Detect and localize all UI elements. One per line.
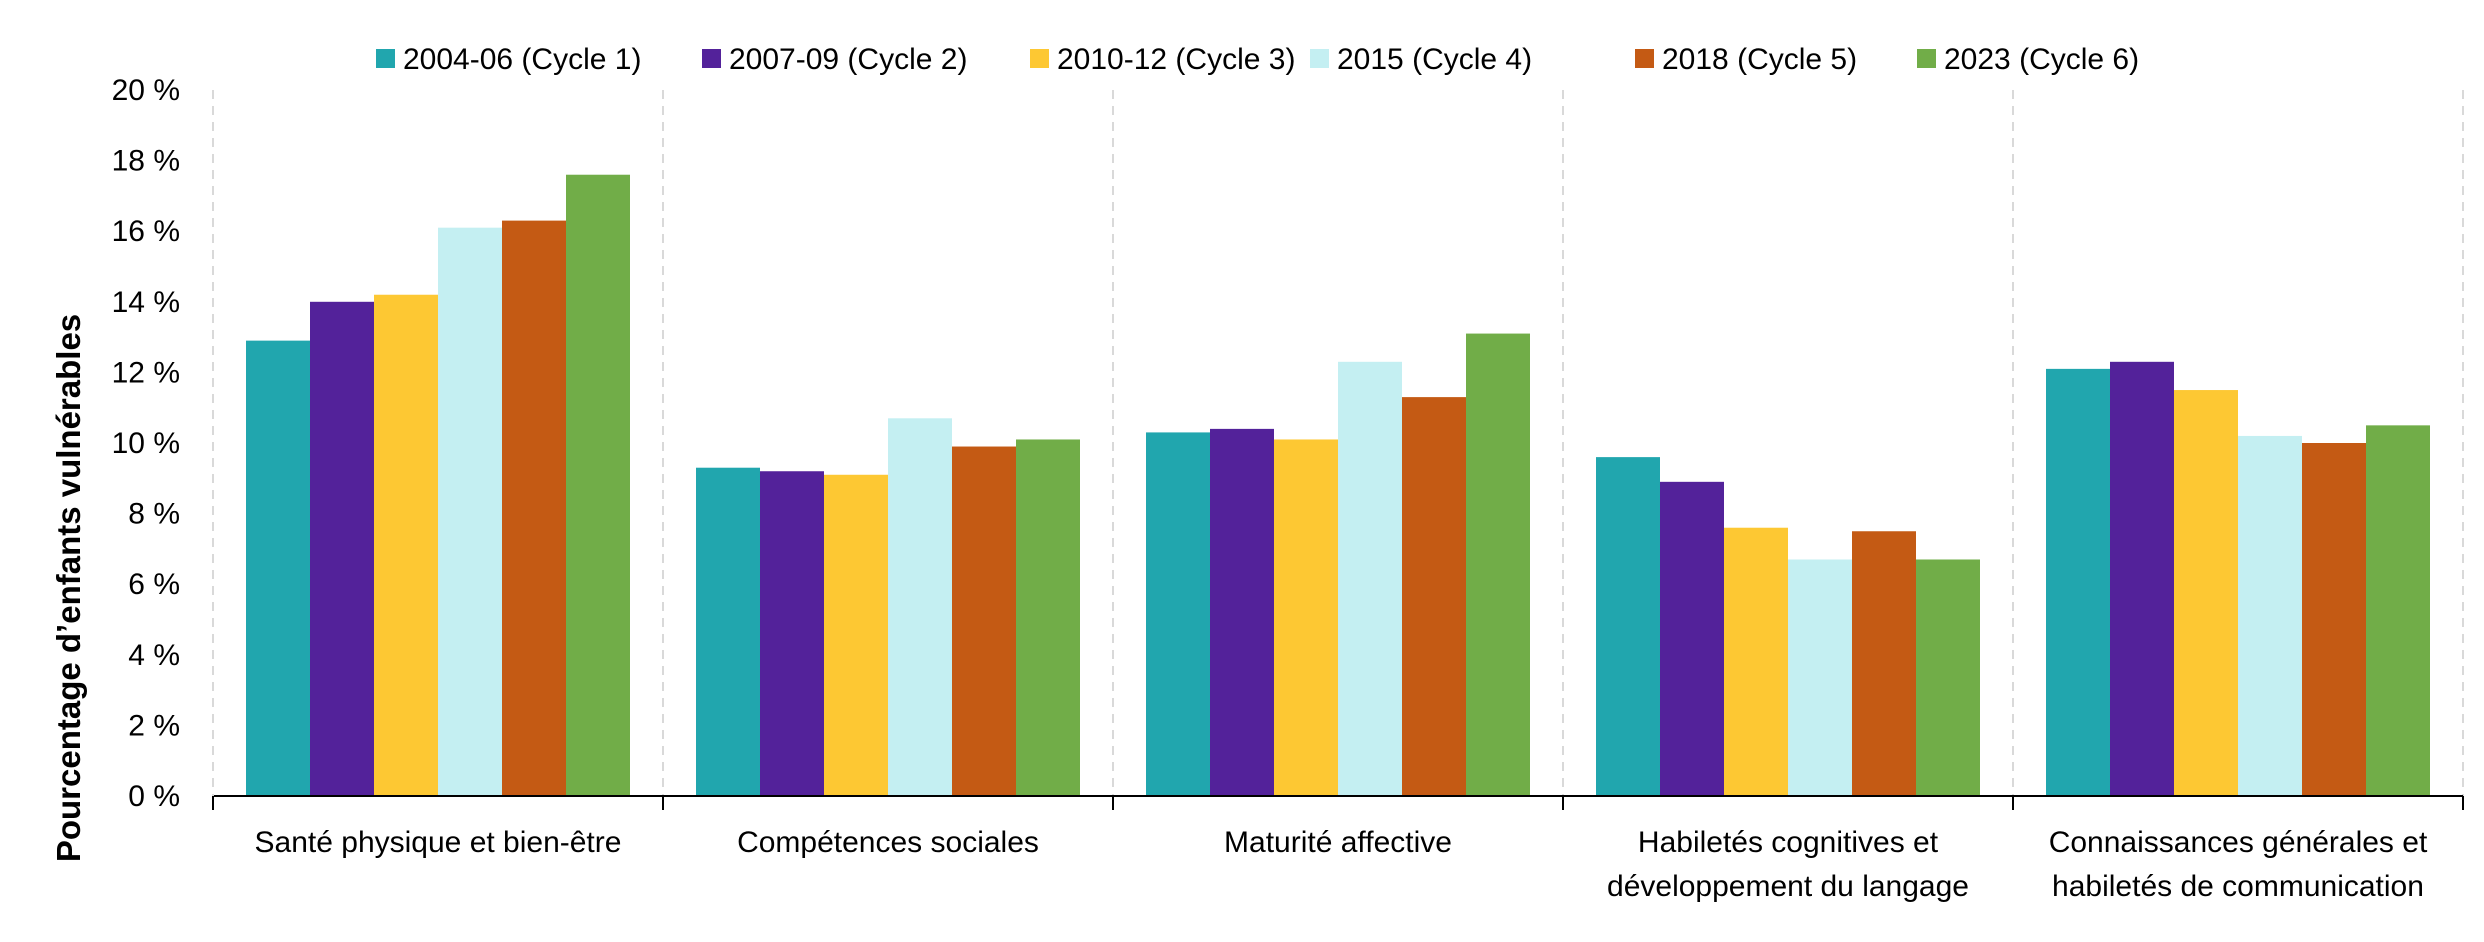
category-label: Santé physique et bien-être [255,826,622,859]
y-tick-label: 12 % [112,356,180,389]
legend-swatch [1310,49,1329,68]
bar [2366,425,2430,796]
legend-swatch [376,49,395,68]
bar [1916,559,1980,796]
y-tick-label: 20 % [112,74,180,107]
category-label: habiletés de communication [2052,870,2424,903]
legend-swatch [1030,49,1049,68]
category-label: Habiletés cognitives et [1638,826,1939,859]
bar [696,467,760,796]
bars [246,174,2430,797]
y-tick-label: 10 % [112,427,180,460]
bar [1724,527,1788,796]
legend-label: 2010-12 (Cycle 3) [1057,43,1295,76]
bar [952,446,1016,796]
bar [502,220,566,797]
bar [1596,457,1660,796]
legend-label: 2007-09 (Cycle 2) [729,43,967,76]
category-label: développement du langage [1607,870,1969,903]
y-tick-label: 2 % [128,709,180,742]
y-tick-label: 6 % [128,568,180,601]
bar [1402,397,1466,796]
bar [1016,439,1080,796]
bar [1210,428,1274,796]
category-separators [662,90,2464,796]
bar [1852,531,1916,796]
legend: 2004-06 (Cycle 1) 2007-09 (Cycle 2) 2010-1… [376,43,2139,76]
bar [2046,368,2110,796]
bar [2110,361,2174,796]
legend-swatch [1635,49,1654,68]
y-tick-label: 0 % [128,780,180,813]
bar [374,294,438,796]
y-tick-label: 16 % [112,215,180,248]
bar [1788,559,1852,796]
bar [1660,481,1724,796]
bar [2302,443,2366,796]
x-axis: Santé physique et bien-être Compétences s… [212,90,2464,903]
bar [1274,439,1338,796]
y-tick-label: 14 % [112,286,180,319]
bar [2238,435,2302,796]
category-label: Compétences sociales [737,826,1039,859]
bar [760,471,824,796]
legend-label: 2018 (Cycle 5) [1662,43,1857,76]
y-tick-label: 18 % [112,145,180,178]
legend-label: 2004-06 (Cycle 1) [403,43,641,76]
bar [2174,390,2238,796]
bar [888,418,952,796]
legend-label: 2015 (Cycle 4) [1337,43,1532,76]
bar [1466,333,1530,796]
y-tick-label: 4 % [128,639,180,672]
category-label: Connaissances générales et [2049,826,2428,859]
legend-swatch [702,49,721,68]
category-label: Maturité affective [1224,826,1452,859]
legend-label: 2023 (Cycle 6) [1944,43,2139,76]
bar [246,340,310,796]
bar [1146,432,1210,796]
y-axis: 0 % 2 % 4 % 6 % 8 % 10 % 12 % 14 % 16 % 18 % 20 % [112,74,180,813]
bar [438,227,502,797]
bar [566,174,630,797]
bar [1338,361,1402,796]
bar [824,474,888,796]
y-axis-title: Pourcentage d’enfants vulnérables [50,314,87,862]
legend-swatch [1917,49,1936,68]
y-tick-label: 8 % [128,498,180,531]
bar [310,301,374,796]
